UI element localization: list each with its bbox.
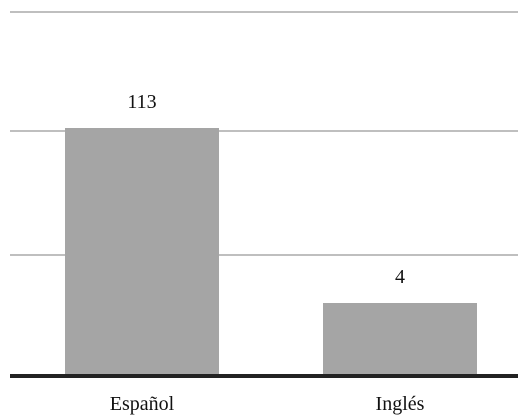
category-label-ingles: Inglés <box>376 393 425 415</box>
bar-espanol <box>65 128 219 376</box>
category-labels: Español Inglés <box>110 393 425 415</box>
bar-ingles <box>323 303 477 376</box>
value-label-ingles: 4 <box>395 266 405 288</box>
bars <box>65 128 477 376</box>
value-label-espanol: 113 <box>127 91 156 113</box>
category-label-espanol: Español <box>110 393 175 415</box>
value-labels: 113 4 <box>127 91 405 288</box>
